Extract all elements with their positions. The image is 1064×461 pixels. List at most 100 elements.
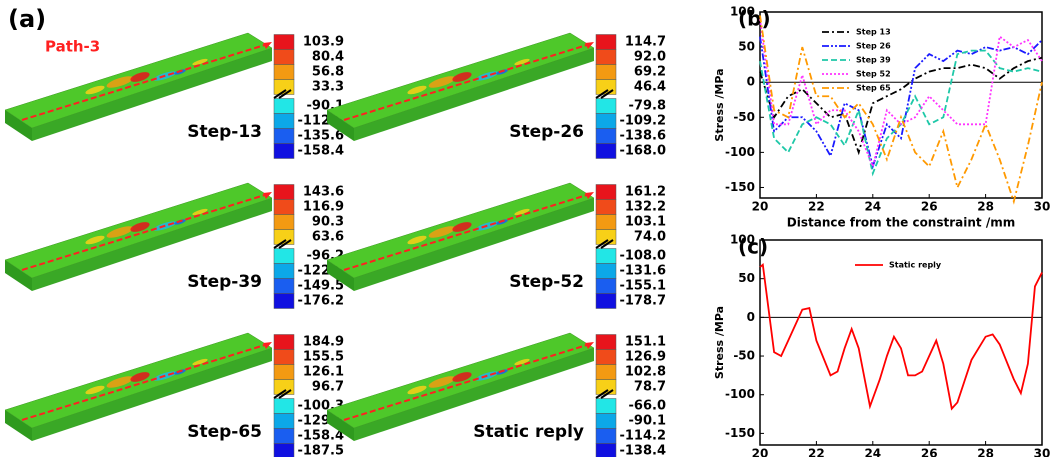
color-key <box>596 185 616 200</box>
color-key <box>596 99 616 114</box>
color-key <box>596 144 616 159</box>
scale-label: -176.2 <box>297 294 344 309</box>
scale-label: 33.3 <box>312 80 344 95</box>
scale-label: 103.9 <box>303 35 344 50</box>
scale-label: 102.8 <box>625 365 666 380</box>
color-key <box>274 444 294 458</box>
color-key <box>274 215 294 230</box>
plot-title: Static reply <box>473 422 584 442</box>
color-key <box>274 365 294 380</box>
scale-label: -108.0 <box>619 249 666 264</box>
scale-label: 143.6 <box>303 185 344 200</box>
scale-label: -66.0 <box>629 399 666 414</box>
color-key <box>596 279 616 294</box>
color-key <box>596 294 616 309</box>
x-tick-label: 26 <box>921 200 938 214</box>
color-key <box>596 350 616 365</box>
plot-title: Step-52 <box>509 272 584 292</box>
color-key <box>596 264 616 279</box>
scale-label: 103.1 <box>625 215 666 230</box>
legend-label: Step 52 <box>856 70 891 79</box>
x-tick-label: 22 <box>808 200 825 214</box>
scale-label: 155.5 <box>303 350 344 365</box>
y-tick-label: -100 <box>725 387 755 401</box>
series-line <box>760 19 1042 166</box>
color-key <box>596 200 616 215</box>
plot-title: Step-39 <box>187 272 262 292</box>
y-tick-label: 0 <box>747 75 755 89</box>
path-label: Path-3 <box>45 38 100 56</box>
scale-label: 78.7 <box>634 380 666 395</box>
x-tick-label: 30 <box>1034 200 1051 214</box>
scale-label: 161.2 <box>625 185 666 200</box>
scale-label: -158.4 <box>297 144 344 159</box>
scale-label: 151.1 <box>625 335 666 350</box>
scale-label: 74.0 <box>634 230 666 245</box>
color-key <box>596 65 616 80</box>
color-key <box>274 264 294 279</box>
scale-label: 126.1 <box>303 365 344 380</box>
scale-label: -155.1 <box>619 279 666 294</box>
color-key <box>274 350 294 365</box>
scale-label: -79.8 <box>629 99 666 114</box>
x-tick-label: 28 <box>977 447 994 458</box>
color-key <box>274 414 294 429</box>
color-key <box>274 200 294 215</box>
scale-label: -135.6 <box>297 129 344 144</box>
x-tick-label: 22 <box>808 447 825 458</box>
plot-frame <box>760 240 1042 445</box>
y-tick-label: -50 <box>733 110 755 124</box>
legend-label: Static reply <box>889 261 942 270</box>
series-line <box>760 51 1042 174</box>
path-arrow <box>22 194 268 270</box>
y-tick-label: -50 <box>733 349 755 363</box>
color-key <box>274 249 294 264</box>
scale-label: 96.7 <box>312 380 344 395</box>
path-arrow <box>344 344 590 420</box>
color-key <box>596 335 616 350</box>
scale-label: -138.6 <box>619 129 666 144</box>
x-tick-label: 20 <box>752 447 769 458</box>
x-tick-label: 24 <box>864 200 881 214</box>
x-axis-title: Distance from the constraint /mm <box>787 216 1015 230</box>
color-key <box>596 365 616 380</box>
color-key <box>596 129 616 144</box>
scale-label: 126.9 <box>625 350 666 365</box>
y-tick-label: -150 <box>725 426 755 440</box>
color-key <box>596 429 616 444</box>
scale-label: -178.7 <box>619 294 666 309</box>
legend-label: Step 26 <box>856 42 891 51</box>
y-tick-label: 100 <box>730 5 755 19</box>
scale-label: 132.2 <box>625 200 666 215</box>
color-key <box>274 129 294 144</box>
series-line <box>760 37 1042 167</box>
scale-label: -90.1 <box>629 414 666 429</box>
x-tick-label: 30 <box>1034 447 1051 458</box>
y-tick-label: 100 <box>730 233 755 247</box>
color-key <box>596 414 616 429</box>
color-key <box>596 215 616 230</box>
scale-label: -149.5 <box>297 279 344 294</box>
scale-label: 63.6 <box>312 230 344 245</box>
color-key <box>596 444 616 458</box>
scale-label: -158.4 <box>297 429 344 444</box>
color-key <box>596 50 616 65</box>
color-key <box>274 335 294 350</box>
legend-label: Step 39 <box>856 56 891 65</box>
scale-label: 114.7 <box>625 35 666 50</box>
color-key <box>274 65 294 80</box>
color-key <box>274 279 294 294</box>
x-tick-label: 20 <box>752 200 769 214</box>
x-tick-label: 28 <box>977 200 994 214</box>
scale-label: -168.0 <box>619 144 666 159</box>
scale-label: 46.4 <box>634 80 666 95</box>
series-line <box>760 265 1042 409</box>
scale-label: 80.4 <box>312 50 344 65</box>
y-tick-label: 0 <box>747 310 755 324</box>
y-tick-label: 50 <box>738 40 755 54</box>
color-key <box>274 185 294 200</box>
color-key <box>596 35 616 50</box>
plot-title: Step-26 <box>509 122 584 142</box>
scale-label: 56.8 <box>312 65 344 80</box>
color-key <box>274 294 294 309</box>
